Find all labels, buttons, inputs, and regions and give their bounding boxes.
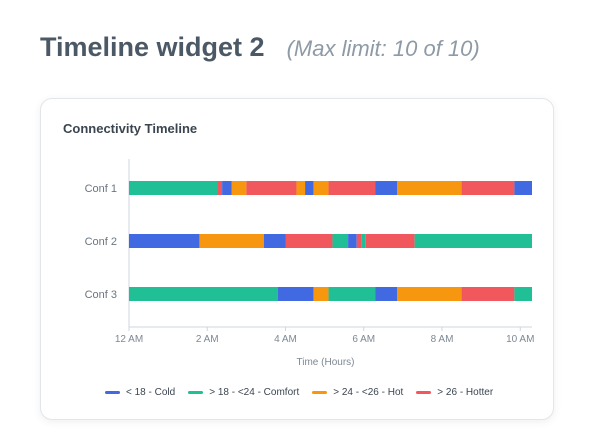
x-tick-label: 10 AM: [506, 334, 534, 345]
timeline-segment-cold: [277, 287, 314, 301]
timeline-segment-comfort: [514, 287, 532, 301]
timeline-segment-comfort: [414, 234, 532, 248]
timeline-segment-hot: [313, 181, 329, 195]
row-label: Conf 3: [85, 289, 117, 301]
timeline-segment-comfort: [361, 234, 366, 248]
timeline-segment-cold: [129, 234, 200, 248]
timeline-segment-hotter: [365, 234, 415, 248]
timeline-segment-comfort: [332, 234, 349, 248]
legend-label-hotter: > 26 - Hotter: [437, 387, 494, 398]
timeline-segment-hotter: [356, 234, 362, 248]
legend-label-hot: > 24 - <26 - Hot: [333, 387, 404, 398]
timeline-segment-hotter: [285, 234, 333, 248]
timeline-segment-cold: [305, 181, 314, 195]
x-tick-label: 12 AM: [115, 334, 143, 345]
row-label: Conf 1: [85, 183, 117, 195]
legend-swatch-cold: [105, 391, 120, 394]
x-tick-label: 4 AM: [274, 334, 297, 345]
timeline-segment-hot: [231, 181, 247, 195]
timeline-segment-cold: [263, 234, 286, 248]
timeline-segment-cold: [375, 181, 398, 195]
timeline-segment-hotter: [217, 181, 223, 195]
legend-item-comfort[interactable]: > 18 - <24 - Comfort: [188, 387, 299, 398]
timeline-segment-cold: [348, 234, 357, 248]
timeline-segment-hotter: [246, 181, 297, 195]
card-title: Connectivity Timeline: [63, 121, 198, 136]
legend-swatch-comfort: [188, 391, 204, 394]
timeline-segment-hot: [199, 234, 264, 248]
legend-label-cold: < 18 - Cold: [126, 387, 176, 398]
timeline-segment-cold: [514, 181, 532, 195]
timeline-segment-comfort: [328, 287, 376, 301]
timeline-segment-cold: [222, 181, 232, 195]
x-tick-label: 8 AM: [431, 334, 454, 345]
timeline-segment-comfort: [129, 181, 218, 195]
timeline-segment-hotter: [328, 181, 376, 195]
timeline-segment-hot: [296, 181, 306, 195]
legend-item-cold[interactable]: < 18 - Cold: [105, 387, 175, 398]
row-label: Conf 2: [85, 236, 117, 248]
timeline-chart: Conf 1 Conf 2 Conf 3 12 AM 2 AM 4 AM 6 AM 8 AM 1…: [85, 159, 534, 368]
legend-swatch-hotter: [416, 391, 432, 394]
page-title: Timeline widget 2: [40, 32, 265, 62]
legend-swatch-hot: [312, 391, 328, 394]
x-tick-label: 6 AM: [352, 334, 375, 345]
legend-item-hotter[interactable]: > 26 - Hotter: [416, 387, 493, 398]
legend-label-comfort: > 18 - <24 - Comfort: [209, 387, 300, 398]
legend: < 18 - Cold > 18 - <24 - Comfort > 24 - …: [105, 387, 493, 398]
legend-item-hot[interactable]: > 24 - <26 - Hot: [312, 387, 403, 398]
timeline-segment-comfort: [129, 287, 278, 301]
timeline-segment-hot: [397, 287, 462, 301]
page-header: Timeline widget 2 (Max limit: 10 of 10): [40, 32, 480, 63]
timeline-segment-hotter: [461, 181, 515, 195]
timeline-segment-hot: [313, 287, 329, 301]
timeline-segment-hot: [397, 181, 462, 195]
page-subtitle: (Max limit: 10 of 10): [286, 36, 480, 61]
timeline-segment-hotter: [461, 287, 515, 301]
timeline-segment-cold: [375, 287, 398, 301]
x-tick-label: 2 AM: [196, 334, 219, 345]
timeline-card: Connectivity Timeline Conf 1 Conf 2 Conf 3…: [40, 98, 554, 420]
x-axis-title: Time (Hours): [297, 357, 355, 368]
